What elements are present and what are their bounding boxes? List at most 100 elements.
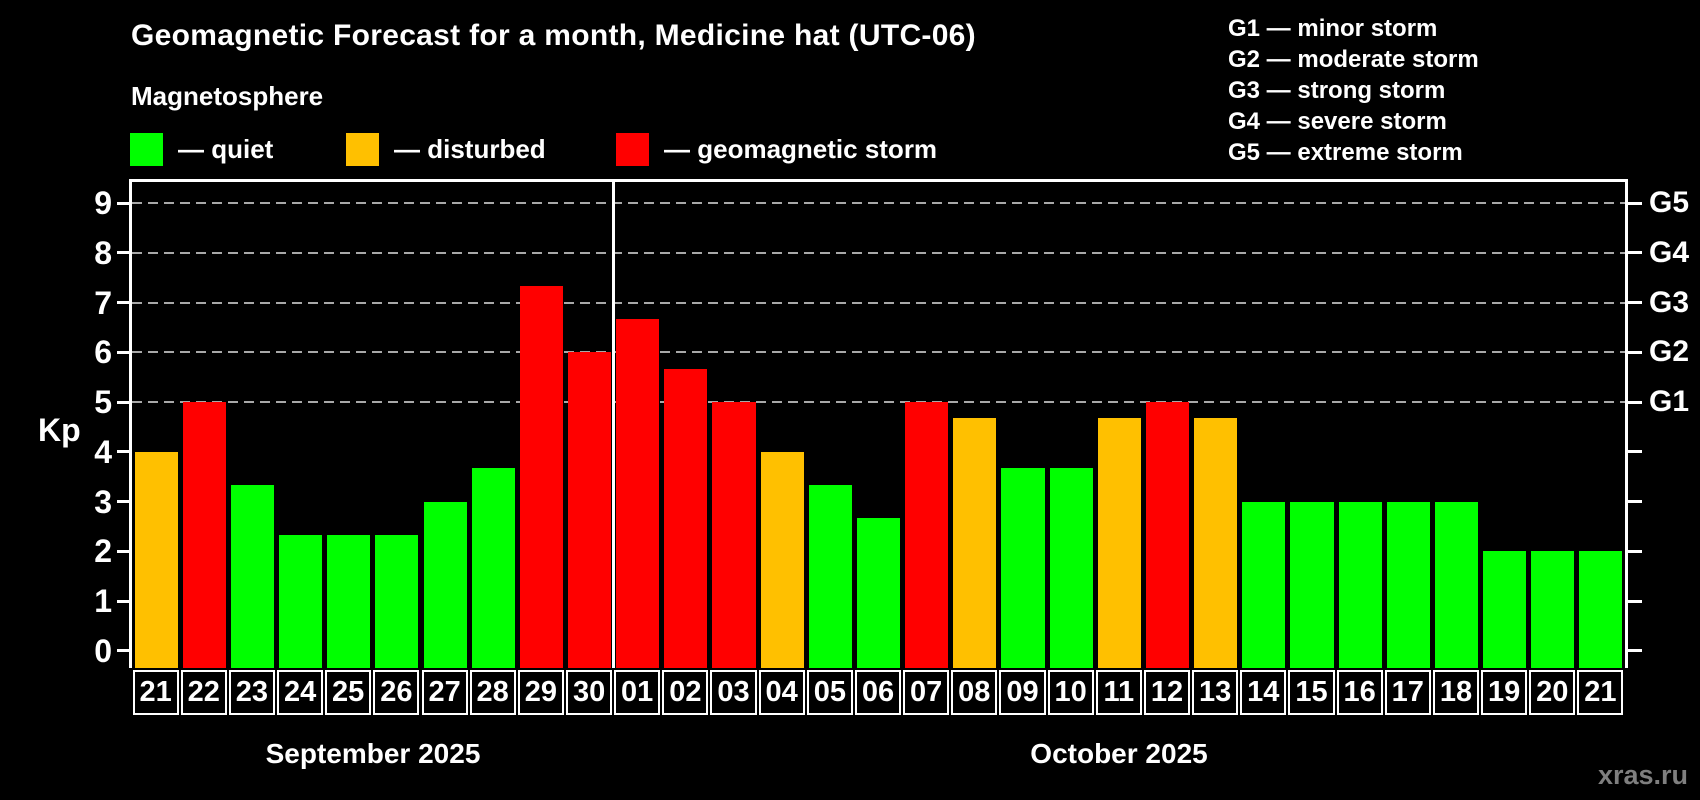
day-cell-15: 15 bbox=[1288, 670, 1335, 715]
gridline-kp-5 bbox=[132, 401, 1625, 403]
chart-subtitle: Magnetosphere bbox=[131, 81, 324, 111]
kp-bar-08 bbox=[953, 418, 997, 668]
gridline-kp-8 bbox=[132, 251, 1625, 254]
kp-bar-23 bbox=[230, 485, 274, 668]
day-cell-01: 01 bbox=[614, 670, 661, 715]
day-cell-22: 22 bbox=[180, 670, 227, 715]
day-cell-17: 17 bbox=[1384, 670, 1431, 715]
day-cell-16: 16 bbox=[1336, 670, 1383, 715]
kp-bar-21 bbox=[1579, 551, 1623, 668]
day-cell-28: 28 bbox=[469, 670, 516, 715]
kp-bar-05 bbox=[808, 485, 852, 668]
watermark: xras.ru bbox=[1597, 760, 1688, 790]
day-cell-26: 26 bbox=[373, 670, 420, 715]
right-tick-4 bbox=[1628, 450, 1642, 454]
plot-border-right bbox=[1625, 179, 1628, 668]
day-cell-14: 14 bbox=[1240, 670, 1287, 715]
kp-bar-03 bbox=[712, 402, 756, 668]
day-cell-24: 24 bbox=[277, 670, 324, 715]
y-tick-5 bbox=[117, 400, 129, 404]
kp-bar-30 bbox=[568, 352, 612, 668]
day-cell-27: 27 bbox=[421, 670, 468, 715]
gridline-kp-9 bbox=[132, 202, 1625, 205]
kp-bar-22 bbox=[182, 402, 226, 668]
y-tick-1 bbox=[117, 599, 129, 603]
g5-legend-line: G5 — extreme storm bbox=[1228, 139, 1463, 166]
right-tick-9 bbox=[1628, 201, 1642, 205]
kp-bar-07 bbox=[905, 402, 949, 668]
day-cell-08: 08 bbox=[951, 670, 998, 715]
y-tick-6 bbox=[117, 350, 129, 354]
month-separator-line bbox=[612, 181, 616, 668]
y-tick-label-3: 3 bbox=[94, 483, 112, 520]
kp-bar-10 bbox=[1049, 468, 1093, 668]
right-tick-2 bbox=[1628, 549, 1642, 553]
legend-item-quiet: — quiet bbox=[130, 133, 273, 166]
day-cell-10: 10 bbox=[1047, 670, 1094, 715]
kp-bar-17 bbox=[1386, 501, 1430, 668]
y-tick-8 bbox=[117, 251, 129, 255]
day-cell-13: 13 bbox=[1192, 670, 1239, 715]
y-tick-0 bbox=[117, 649, 129, 653]
day-cell-19: 19 bbox=[1481, 670, 1528, 715]
y-tick-label-2: 2 bbox=[94, 533, 112, 570]
y-tick-4 bbox=[117, 450, 129, 454]
day-cell-04: 04 bbox=[758, 670, 805, 715]
y-tick-9 bbox=[117, 201, 129, 205]
gridline-kp-7 bbox=[132, 301, 1625, 304]
kp-bar-20 bbox=[1531, 551, 1575, 668]
kp-bar-29 bbox=[519, 286, 563, 668]
y-axis-title: Kp bbox=[38, 412, 81, 448]
legend-item-disturbed: — disturbed bbox=[346, 133, 546, 166]
day-cell-29: 29 bbox=[517, 670, 564, 715]
kp-bar-12 bbox=[1145, 402, 1190, 668]
plot-border-top bbox=[129, 179, 1628, 182]
right-tick-5 bbox=[1628, 400, 1642, 404]
g-axis-label-G4: G4 bbox=[1649, 235, 1690, 269]
y-tick-label-6: 6 bbox=[94, 334, 112, 371]
kp-bar-09 bbox=[1001, 468, 1045, 668]
plot-border-left bbox=[129, 179, 132, 668]
kp-bar-02 bbox=[664, 368, 708, 668]
g1-legend-line: G1 — minor storm bbox=[1228, 15, 1438, 42]
g-axis-label-G3: G3 bbox=[1649, 285, 1690, 319]
right-tick-8 bbox=[1628, 251, 1642, 255]
day-cell-21: 21 bbox=[132, 670, 179, 715]
right-tick-1 bbox=[1628, 599, 1642, 603]
day-cell-09: 09 bbox=[999, 670, 1046, 715]
g3-legend-line: G3 — strong storm bbox=[1228, 77, 1446, 104]
legend-item-label: — disturbed bbox=[394, 134, 546, 164]
kp-bar-06 bbox=[856, 517, 901, 668]
right-tick-3 bbox=[1628, 500, 1642, 503]
day-cell-11: 11 bbox=[1095, 670, 1142, 715]
kp-bar-13 bbox=[1194, 418, 1238, 668]
day-cell-07: 07 bbox=[903, 670, 950, 715]
kp-bar-01 bbox=[616, 318, 660, 668]
day-cell-30: 30 bbox=[566, 670, 613, 715]
kp-bar-24 bbox=[279, 534, 323, 668]
legend-item-storm: — geomagnetic storm bbox=[616, 133, 937, 166]
kp-bar-26 bbox=[375, 534, 419, 668]
g4-legend-line: G4 — severe storm bbox=[1228, 108, 1447, 135]
day-cell-05: 05 bbox=[806, 670, 853, 715]
y-tick-label-7: 7 bbox=[94, 284, 112, 321]
storm-color-swatch bbox=[616, 133, 649, 166]
day-cell-03: 03 bbox=[710, 670, 757, 715]
day-cell-18: 18 bbox=[1432, 670, 1480, 715]
right-tick-7 bbox=[1628, 301, 1642, 304]
legend-item-label: — quiet bbox=[178, 134, 274, 164]
kp-bar-15 bbox=[1290, 501, 1334, 668]
y-tick-label-1: 1 bbox=[94, 583, 112, 619]
g2-legend-line: G2 — moderate storm bbox=[1228, 46, 1479, 73]
kp-bar-14 bbox=[1242, 501, 1286, 668]
y-tick-label-0: 0 bbox=[94, 632, 112, 669]
month-label-september: September 2025 bbox=[265, 738, 481, 769]
day-cell-12: 12 bbox=[1143, 670, 1191, 715]
day-cell-23: 23 bbox=[228, 670, 275, 715]
y-tick-label-8: 8 bbox=[94, 234, 112, 271]
disturbed-color-swatch bbox=[346, 133, 379, 166]
y-tick-7 bbox=[117, 301, 129, 304]
g-axis-label-G5: G5 bbox=[1649, 186, 1690, 219]
right-tick-0 bbox=[1628, 649, 1642, 653]
